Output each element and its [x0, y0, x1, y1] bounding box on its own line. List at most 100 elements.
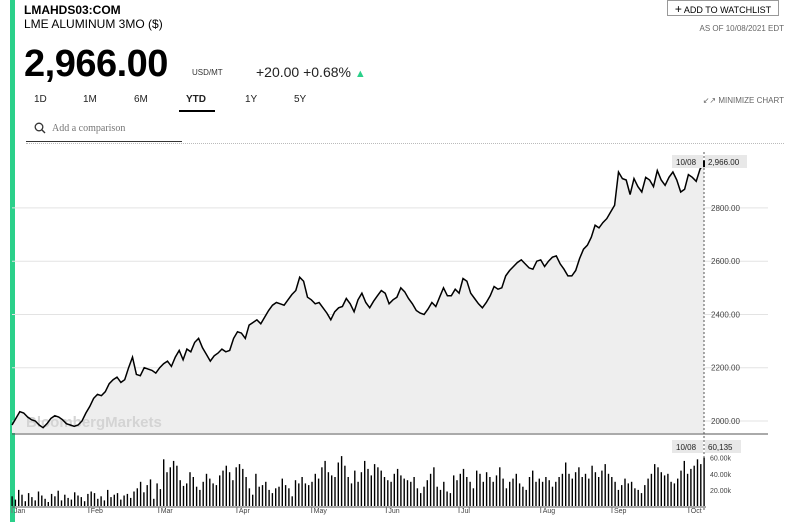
volume-bar — [74, 492, 76, 506]
volume-bar — [581, 477, 583, 506]
volume-bar — [654, 464, 656, 506]
volume-bar — [179, 480, 181, 506]
range-5y[interactable]: 5Y — [294, 94, 307, 105]
volume-bar — [298, 483, 300, 506]
volume-bar — [630, 481, 633, 506]
volume-bar — [360, 472, 363, 506]
volume-bar — [284, 485, 287, 506]
volume-bar — [327, 472, 330, 506]
volume-bar — [83, 501, 86, 506]
volume-bar — [700, 464, 702, 506]
volume-bar — [311, 481, 313, 506]
volume-bar — [166, 472, 168, 506]
date-label-box — [672, 155, 703, 168]
volume-bar — [505, 488, 508, 506]
volume-bar — [532, 470, 534, 506]
volume-bar — [268, 489, 270, 506]
plus-icon: + — [674, 2, 682, 16]
volume-bar — [222, 470, 224, 506]
volume-bar — [103, 500, 106, 506]
volume-bar — [453, 475, 455, 506]
volume-bar — [367, 468, 369, 506]
volume-bar — [413, 477, 415, 506]
volume-bar — [495, 475, 498, 506]
volume-bar — [308, 485, 310, 506]
month-label: Sep — [614, 508, 627, 515]
volume-bar — [528, 477, 531, 506]
volume-date-box — [672, 440, 703, 453]
volume-bar — [604, 464, 606, 506]
volume-bar — [479, 473, 481, 506]
volume-bar — [146, 485, 148, 506]
volume-bar — [400, 475, 402, 506]
instrument-name: LME ALUMINUM 3MO ($) — [24, 17, 163, 31]
ticker-symbol: LMAHDS03:COM — [24, 3, 121, 17]
volume-bar — [87, 493, 89, 506]
range-ytd[interactable]: YTD — [186, 94, 206, 105]
range-1d[interactable]: 1D — [34, 94, 47, 105]
volume-bar — [607, 473, 610, 506]
volume-bar — [420, 493, 422, 506]
volume-bars — [11, 456, 705, 507]
volume-bar — [509, 481, 511, 506]
minimize-chart-button[interactable]: ↙↗ MINIMIZE CHART — [703, 96, 784, 105]
volume-bar — [113, 494, 115, 506]
volume-bar — [347, 477, 349, 506]
month-label: Jan — [14, 508, 25, 515]
range-6m[interactable]: 6M — [134, 94, 148, 105]
volume-bar — [156, 483, 158, 506]
volume-bar — [403, 478, 405, 506]
range-1y[interactable]: 1Y — [245, 94, 258, 105]
month-axis: Jan Feb Mar Apr May Jun Jul Aug Sep Oct — [11, 507, 702, 515]
volume-bar — [578, 467, 580, 506]
volume-bar — [176, 465, 178, 506]
volume-bar — [611, 477, 613, 506]
volume-bar — [337, 462, 339, 506]
month-label: Jul — [461, 508, 470, 515]
volume-bar — [466, 477, 468, 506]
volume-bar — [97, 498, 99, 507]
add-to-watchlist-button[interactable]: + ADD TO WATCHLIST — [667, 0, 779, 16]
volume-bar — [614, 481, 616, 506]
last-date-label: 10/08 — [676, 158, 697, 167]
volume-bar — [41, 495, 43, 506]
volume-bar — [195, 486, 198, 506]
volume-bar — [502, 478, 504, 506]
volume-bar — [334, 477, 336, 506]
volume-bar — [24, 501, 26, 506]
volume-bar — [219, 475, 221, 506]
volume-bar — [294, 480, 297, 506]
volume-bar — [693, 465, 695, 506]
volume-bar — [93, 493, 96, 506]
volume-bar — [186, 483, 188, 506]
volume-bar — [248, 488, 251, 506]
volume-bar — [281, 478, 283, 506]
volume-bar — [459, 473, 461, 506]
volume-bar — [627, 483, 629, 506]
volume-bar — [680, 470, 682, 506]
volume-bar — [660, 472, 662, 506]
bloomberg-watermark: BloombergMarkets — [26, 414, 162, 431]
volume-bar — [275, 488, 277, 506]
range-1m[interactable]: 1M — [83, 94, 97, 105]
volume-bar — [621, 485, 623, 506]
volume-bar — [232, 480, 234, 506]
volume-bar — [212, 483, 214, 506]
comparison-search-input[interactable] — [50, 119, 182, 137]
volume-bar — [703, 457, 705, 506]
volume-bar — [446, 491, 448, 506]
volume-bar — [640, 493, 643, 506]
volume-bar — [252, 494, 254, 506]
volume-value-box — [705, 440, 741, 453]
last-value-labels: 10/08 2,966.00 — [672, 155, 747, 168]
volume-bar — [485, 472, 488, 506]
volume-bar — [199, 489, 201, 506]
volume-bar — [110, 497, 112, 506]
volume-bar — [77, 495, 79, 506]
volume-bar — [136, 488, 138, 506]
volume-bar — [644, 485, 646, 506]
volume-bar — [443, 481, 445, 506]
volume-bar — [650, 473, 653, 506]
watchlist-label: ADD TO WATCHLIST — [683, 5, 772, 15]
volume-bar — [469, 481, 471, 506]
